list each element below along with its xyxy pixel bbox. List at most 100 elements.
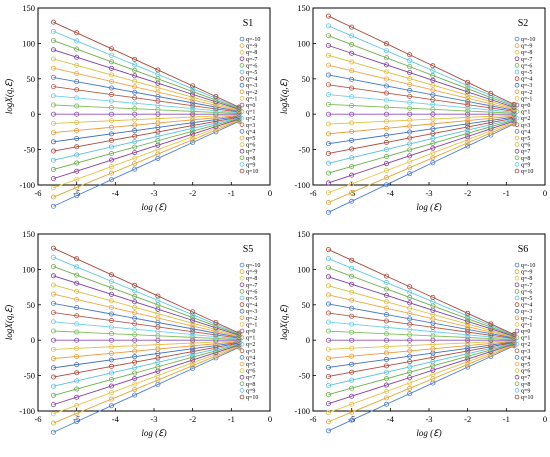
legend-marker (514, 142, 520, 147)
y-axis-title: logX(q,ℇ) (279, 79, 289, 114)
data-point (407, 369, 413, 375)
data-point (50, 411, 56, 417)
data-point (407, 111, 413, 117)
legend-label: q=-8 (521, 50, 532, 56)
data-point (74, 160, 80, 166)
data-point (383, 388, 389, 394)
series-line-q=-10 (328, 345, 515, 432)
data-point (132, 67, 138, 73)
data-point (407, 64, 413, 70)
data-point (383, 48, 389, 54)
data-point (430, 131, 436, 137)
legend-marker (514, 135, 520, 141)
data-point (383, 382, 389, 388)
data-point (74, 280, 80, 286)
legend-label: q=3 (246, 123, 255, 129)
data-point (349, 198, 355, 204)
legend-label: q=6 (521, 143, 530, 149)
data-point (325, 190, 331, 196)
data-point (132, 376, 138, 382)
plot-frame (37, 7, 271, 186)
data-point (465, 348, 471, 354)
data-point (50, 402, 56, 408)
data-point (383, 97, 389, 103)
y-axis-title: logX(q,ℇ) (4, 79, 14, 114)
legend-marker (239, 295, 245, 301)
data-point (430, 294, 436, 300)
data-point (325, 319, 331, 325)
data-point (190, 346, 196, 352)
data-point (108, 318, 114, 324)
y-tick-label: 100 (22, 264, 35, 274)
y-tick-label: -50 (24, 145, 35, 155)
data-point (383, 273, 389, 279)
data-point (349, 33, 355, 39)
data-point (465, 111, 471, 117)
data-point (383, 401, 389, 407)
data-point (325, 310, 331, 316)
data-point (325, 72, 331, 78)
series-line-q=5 (328, 294, 515, 338)
data-point (50, 374, 56, 380)
legend-marker (239, 262, 245, 268)
y-tick-label: -50 (299, 145, 310, 155)
data-point (407, 332, 413, 338)
data-point (50, 194, 56, 200)
legend-label: q=-9 (246, 44, 257, 50)
legend-marker (514, 315, 520, 321)
data-point (465, 351, 471, 357)
legend-label: q=10 (521, 169, 533, 175)
data-point (407, 337, 413, 343)
data-point (132, 122, 138, 128)
legend-marker (239, 36, 245, 42)
legend-marker (514, 155, 520, 161)
y-tick-label: 0 (31, 109, 35, 119)
data-point (430, 155, 436, 161)
legend-label: q=8 (521, 156, 530, 162)
data-point (465, 86, 471, 92)
data-point (349, 68, 355, 74)
legend-label: q=-10 (246, 263, 260, 269)
data-point (430, 140, 436, 146)
legend-label: q=-8 (246, 276, 257, 282)
data-point (190, 349, 196, 355)
legend-label: q=-6 (246, 63, 257, 69)
data-point (325, 346, 331, 352)
data-point (190, 312, 196, 318)
data-point (108, 78, 114, 84)
legend-marker (239, 168, 245, 174)
chart-s6-svg: -6 -5 -4 -3 -2 -1 0 -100 -50 0 50 100 150 log (ℇ) logX… (279, 229, 547, 438)
legend-marker (239, 63, 245, 68)
data-point (50, 130, 56, 136)
data-point (465, 310, 471, 316)
data-point (74, 79, 80, 85)
data-point (190, 108, 196, 114)
data-point (132, 128, 138, 134)
series-line-q=7 (53, 275, 240, 336)
data-point (213, 94, 219, 100)
data-point (108, 285, 114, 291)
data-point (50, 176, 56, 182)
data-point (383, 62, 389, 68)
data-point (325, 62, 331, 68)
data-point (74, 362, 80, 368)
data-point (325, 410, 331, 416)
legend-marker (514, 262, 520, 268)
data-point (349, 85, 355, 91)
series-line-q=6 (328, 54, 515, 109)
data-point (407, 284, 413, 290)
legend-marker (514, 76, 520, 81)
data-point (132, 133, 138, 139)
data-point (349, 385, 355, 391)
legend-marker (514, 275, 520, 281)
data-point (190, 337, 196, 343)
panel-title: S1 (243, 18, 254, 29)
data-point (349, 146, 355, 152)
data-point (132, 139, 138, 145)
series-line-q=10 (328, 15, 515, 105)
legend-marker (239, 374, 245, 380)
data-point (190, 334, 196, 340)
data-point (465, 353, 471, 359)
legend-label: q=2 (521, 116, 530, 122)
data-point (383, 132, 389, 138)
